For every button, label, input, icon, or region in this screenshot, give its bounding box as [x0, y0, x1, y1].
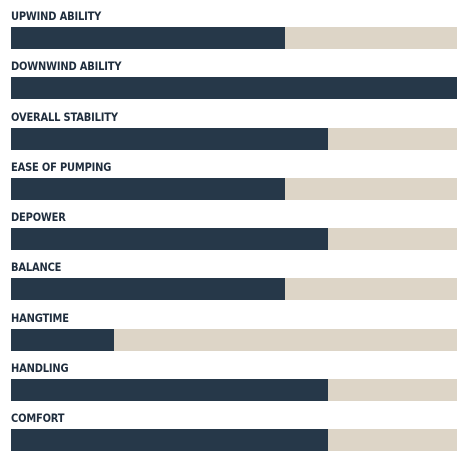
rating-bar-fill [11, 177, 286, 200]
rating-label: BALANCE [11, 260, 62, 275]
rating-comfort: COMFORT [11, 402, 457, 452]
rating-label: HANDLING [11, 361, 69, 376]
rating-upwind-ability: UPWIND ABILITY [11, 0, 457, 50]
rating-bar-track [11, 328, 457, 351]
rating-bar-track [11, 228, 457, 251]
rating-depower: DEPOWER [11, 201, 457, 251]
ratings-panel: UPWIND ABILITY DOWNWIND ABILITY OVERALL … [11, 0, 457, 453]
rating-label: UPWIND ABILITY [11, 9, 102, 23]
rating-balance: BALANCE [11, 251, 457, 301]
rating-label: DOWNWIND ABILITY [11, 59, 122, 74]
rating-bar-fill [11, 278, 286, 301]
rating-ease-of-pumping: EASE OF PUMPING [11, 151, 457, 201]
rating-bar-fill [11, 77, 457, 100]
rating-bar-fill [11, 429, 328, 452]
rating-handling: HANDLING [11, 352, 457, 402]
rating-bar-fill [11, 127, 328, 150]
rating-bar-track [11, 429, 457, 452]
rating-bar-track [11, 379, 457, 402]
rating-bar-fill [11, 228, 328, 251]
rating-label: DEPOWER [11, 210, 66, 225]
rating-overall-stability: OVERALL STABILITY [11, 101, 457, 151]
rating-bar-track [11, 177, 457, 200]
rating-bar-fill [11, 27, 286, 49]
rating-hangtime: HANGTIME [11, 302, 457, 352]
rating-bar-fill [11, 328, 114, 351]
rating-label: COMFORT [11, 411, 65, 426]
rating-label: OVERALL STABILITY [11, 109, 118, 124]
rating-bar-fill [11, 379, 328, 402]
rating-bar-track [11, 278, 457, 301]
rating-label: EASE OF PUMPING [11, 159, 112, 174]
rating-label: HANGTIME [11, 310, 69, 325]
rating-bar-track [11, 127, 457, 150]
rating-downwind-ability: DOWNWIND ABILITY [11, 50, 457, 100]
rating-bar-track [11, 77, 457, 100]
rating-bar-track [11, 27, 457, 49]
